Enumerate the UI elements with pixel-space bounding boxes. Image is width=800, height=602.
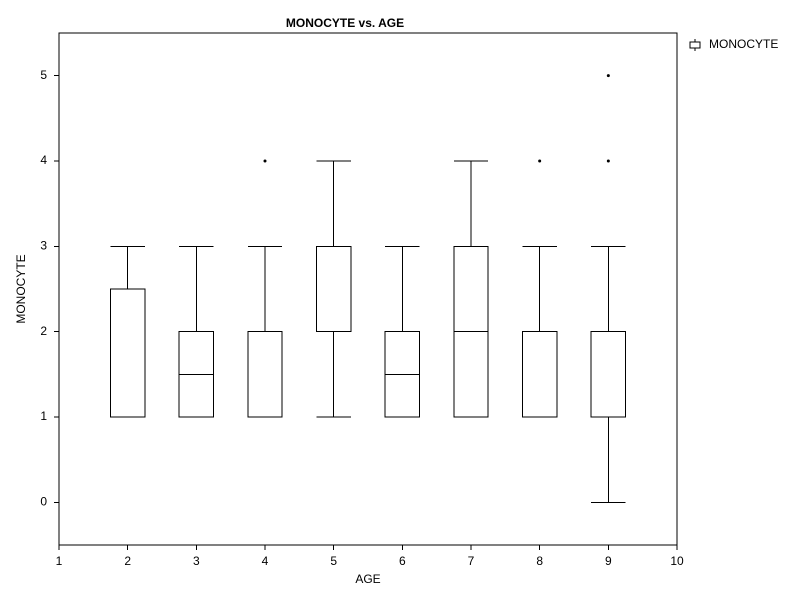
x-tick-label: 2 [124, 554, 131, 568]
y-tick-label: 3 [40, 239, 47, 253]
x-tick-label: 6 [399, 554, 406, 568]
x-tick-label: 8 [536, 554, 543, 568]
box [110, 288, 146, 418]
outlier [263, 159, 267, 163]
chart-title: MONOCYTE vs. AGE [286, 16, 404, 30]
x-tick-label: 9 [605, 554, 612, 568]
y-tick-label: 0 [40, 495, 47, 509]
box [247, 331, 283, 418]
x-tick-label: 1 [56, 554, 63, 568]
legend-icon [689, 41, 701, 49]
y-tick-label: 1 [40, 409, 47, 423]
outlier [538, 159, 542, 163]
x-tick-label: 4 [262, 554, 269, 568]
y-tick-label: 5 [40, 68, 47, 82]
box [316, 245, 352, 333]
y-tick-label: 4 [40, 153, 47, 167]
x-axis-label: AGE [355, 572, 380, 586]
outlier [606, 74, 610, 78]
x-tick-label: 10 [670, 554, 684, 568]
y-tick-label: 2 [40, 324, 47, 338]
x-tick-label: 7 [468, 554, 475, 568]
box [590, 331, 627, 418]
outlier [606, 159, 610, 163]
x-tick-label: 3 [193, 554, 200, 568]
box [522, 331, 558, 418]
x-tick-label: 5 [330, 554, 337, 568]
y-axis-label: MONOCYTE [14, 254, 28, 323]
plot-frame [58, 32, 678, 546]
legend-label: MONOCYTE [709, 37, 778, 51]
